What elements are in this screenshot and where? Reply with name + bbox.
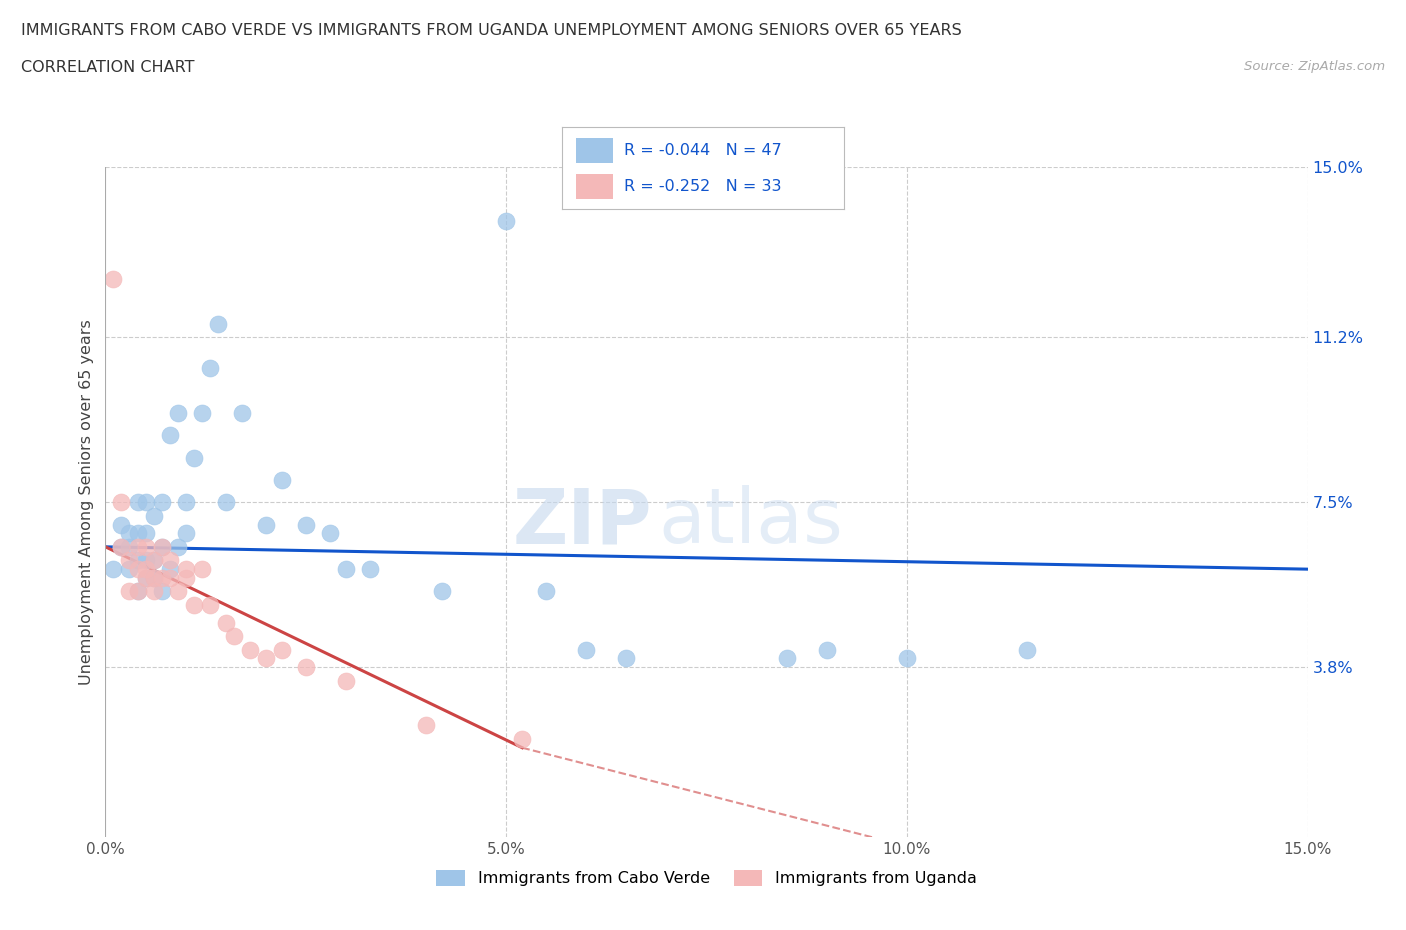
Point — [127, 539, 149, 554]
Point — [534, 584, 557, 599]
Point — [270, 642, 292, 657]
Bar — [576, 174, 613, 199]
Point — [295, 517, 318, 532]
Point — [183, 450, 205, 465]
Text: atlas: atlas — [658, 485, 844, 559]
Text: R = -0.044   N = 47: R = -0.044 N = 47 — [624, 143, 782, 158]
Point — [159, 428, 181, 443]
Point — [118, 526, 141, 541]
Point — [239, 642, 262, 657]
Point — [127, 495, 149, 510]
Point — [135, 539, 157, 554]
Point — [495, 214, 517, 229]
Point — [159, 562, 181, 577]
Point — [150, 495, 173, 510]
Y-axis label: Unemployment Among Seniors over 65 years: Unemployment Among Seniors over 65 years — [79, 319, 94, 685]
Point — [335, 562, 357, 577]
Text: ZIP: ZIP — [513, 485, 652, 559]
Bar — [576, 138, 613, 163]
Point — [159, 552, 181, 567]
Point — [110, 539, 132, 554]
Point — [776, 651, 799, 666]
Point — [118, 539, 141, 554]
Point — [616, 651, 638, 666]
Point — [174, 495, 197, 510]
Point — [335, 673, 357, 688]
Point — [174, 526, 197, 541]
Point — [896, 651, 918, 666]
Point — [1017, 642, 1039, 657]
Point — [142, 508, 165, 523]
Point — [198, 597, 221, 612]
Point — [103, 272, 125, 286]
Point — [214, 495, 236, 510]
Point — [190, 405, 212, 420]
Point — [127, 584, 149, 599]
Point — [127, 526, 149, 541]
Point — [359, 562, 381, 577]
Point — [135, 562, 157, 577]
Point — [214, 616, 236, 631]
Point — [110, 495, 132, 510]
Text: Source: ZipAtlas.com: Source: ZipAtlas.com — [1244, 60, 1385, 73]
Point — [118, 584, 141, 599]
Point — [118, 552, 141, 567]
Legend: Immigrants from Cabo Verde, Immigrants from Uganda: Immigrants from Cabo Verde, Immigrants f… — [430, 863, 983, 893]
Text: IMMIGRANTS FROM CABO VERDE VS IMMIGRANTS FROM UGANDA UNEMPLOYMENT AMONG SENIORS : IMMIGRANTS FROM CABO VERDE VS IMMIGRANTS… — [21, 23, 962, 38]
Point — [815, 642, 838, 657]
Point — [135, 526, 157, 541]
Point — [510, 731, 533, 746]
Point — [150, 539, 173, 554]
Point — [135, 495, 157, 510]
Point — [222, 629, 245, 644]
Point — [127, 552, 149, 567]
Point — [207, 316, 229, 331]
Point — [127, 562, 149, 577]
Point — [174, 562, 197, 577]
Text: CORRELATION CHART: CORRELATION CHART — [21, 60, 194, 75]
Point — [150, 539, 173, 554]
Point — [430, 584, 453, 599]
Point — [198, 361, 221, 376]
Point — [159, 571, 181, 586]
Point — [142, 571, 165, 586]
Point — [127, 584, 149, 599]
Point — [270, 472, 292, 487]
Point — [135, 571, 157, 586]
Point — [142, 584, 165, 599]
Point — [135, 571, 157, 586]
Point — [166, 539, 188, 554]
Point — [142, 571, 165, 586]
Point — [575, 642, 598, 657]
Point — [103, 562, 125, 577]
Point — [166, 584, 188, 599]
Point — [142, 552, 165, 567]
Point — [319, 526, 342, 541]
Point — [135, 552, 157, 567]
Point — [150, 584, 173, 599]
Point — [118, 562, 141, 577]
Point — [150, 571, 173, 586]
Point — [415, 718, 437, 733]
Point — [142, 552, 165, 567]
Point — [254, 517, 277, 532]
Text: R = -0.252   N = 33: R = -0.252 N = 33 — [624, 179, 782, 193]
Point — [254, 651, 277, 666]
Point — [231, 405, 253, 420]
Point — [295, 660, 318, 675]
Point — [110, 517, 132, 532]
Point — [110, 539, 132, 554]
Point — [174, 571, 197, 586]
Point — [183, 597, 205, 612]
Point — [166, 405, 188, 420]
Point — [190, 562, 212, 577]
